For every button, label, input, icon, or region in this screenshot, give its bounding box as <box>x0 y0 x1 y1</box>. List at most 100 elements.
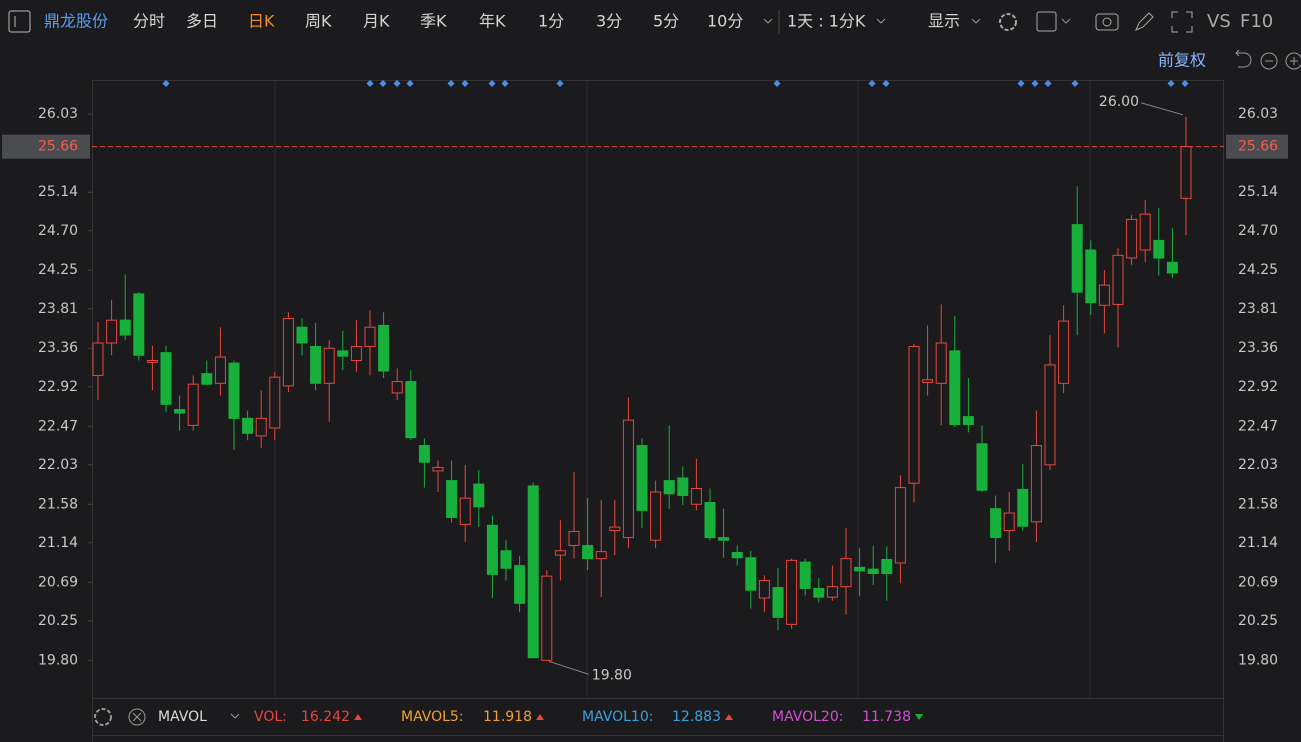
period-tab[interactable]: 季K <box>420 12 447 31</box>
candle-body <box>187 383 199 426</box>
candle-area: 26.03 26.03 25.14 25.14 24.70 24.70 24.25 24.25… <box>2 80 1288 683</box>
candle-body <box>418 445 430 463</box>
chevron[interactable] <box>876 18 886 24</box>
candle-body <box>690 487 702 505</box>
period-tab[interactable]: 3分 <box>596 12 622 31</box>
indicator-settings[interactable] <box>94 708 112 726</box>
adjust-select[interactable]: 前复权 <box>1158 51 1206 70</box>
y-tick-label-right: 23.81 <box>1238 301 1278 317</box>
period-tab[interactable]: 1分 <box>538 12 564 31</box>
candle-body <box>446 480 458 518</box>
event-marker <box>868 80 876 87</box>
candle-body <box>378 324 390 372</box>
indicator-label: MAVOL10: <box>582 709 653 725</box>
candle-body <box>976 443 988 491</box>
chevron[interactable] <box>971 18 981 24</box>
candle-body <box>990 508 1002 539</box>
chevron[interactable] <box>1061 18 1071 24</box>
candle-body <box>826 586 838 598</box>
display-menu[interactable]: 显示 <box>928 12 960 31</box>
event-marker <box>162 80 170 87</box>
y-tick-label-right: 22.03 <box>1238 457 1278 473</box>
min-connector <box>548 660 589 675</box>
y-tick-label: 23.81 <box>38 301 78 317</box>
y-tick-label-right: 26.03 <box>1238 106 1278 122</box>
candle-body <box>962 416 974 426</box>
candle-body <box>92 342 104 376</box>
indicator-value: 12.883 <box>672 709 721 725</box>
indicator-close[interactable] <box>128 708 146 726</box>
menu-icon[interactable] <box>8 10 31 33</box>
period-tab[interactable]: 日K <box>248 12 275 31</box>
event-marker <box>773 80 781 87</box>
candle-body <box>718 537 730 541</box>
candle-body <box>391 381 403 394</box>
settings-icon[interactable] <box>999 13 1017 31</box>
candle-body <box>554 550 566 556</box>
chevron[interactable] <box>230 713 240 719</box>
chevron[interactable] <box>763 18 773 24</box>
candle-body <box>1003 512 1015 532</box>
candle-body <box>350 345 362 362</box>
candle-body <box>541 575 553 661</box>
y-tick-label: 26.03 <box>38 106 78 122</box>
event-marker <box>501 80 509 87</box>
y-tick-label-right: 20.25 <box>1238 613 1278 629</box>
zoom-out-icon[interactable] <box>1260 52 1278 70</box>
indicator-label: MAVOL20: <box>772 709 843 725</box>
vs-button[interactable]: VS <box>1207 11 1231 32</box>
candle-body <box>650 491 662 541</box>
candle-body <box>486 524 498 575</box>
candle-body <box>786 559 798 625</box>
candle-body <box>133 293 145 356</box>
candle-body <box>364 326 376 347</box>
camera-icon[interactable] <box>1095 13 1119 31</box>
event-marker <box>379 80 387 87</box>
candle-body <box>473 483 485 508</box>
zoom-in-icon[interactable] <box>1285 52 1301 70</box>
interval-select[interactable]: 1天 : 1分K <box>787 12 866 31</box>
candle-body <box>799 561 811 589</box>
period-tab[interactable]: 5分 <box>653 12 679 31</box>
period-tab[interactable]: 年K <box>479 12 506 31</box>
candle-body <box>840 558 852 588</box>
y-tick-label-right: 20.69 <box>1238 574 1278 590</box>
y-tick-label-right: 19.80 <box>1238 652 1278 668</box>
candle-body <box>201 373 213 385</box>
candle-body <box>119 319 131 336</box>
candle-body <box>269 376 281 429</box>
y-tick-label: 20.69 <box>38 574 78 590</box>
candle-body <box>772 587 784 618</box>
period-tab[interactable]: 分时 <box>133 12 165 31</box>
fullscreen-icon[interactable] <box>1171 11 1193 33</box>
indicator-value: 16.242 <box>301 709 350 725</box>
last-price-box <box>2 134 90 159</box>
candle-body <box>514 565 526 604</box>
candle-body <box>459 497 471 525</box>
y-tick-label: 20.25 <box>38 613 78 629</box>
period-tab[interactable]: 周K <box>305 12 332 31</box>
period-tab[interactable]: 10分 <box>707 12 743 31</box>
candle-body <box>568 530 580 546</box>
indicator-name[interactable]: MAVOL <box>158 709 207 725</box>
candle-body <box>500 550 512 569</box>
candle-body <box>310 345 322 384</box>
candle-body <box>1085 249 1097 304</box>
candle-body <box>1030 445 1042 523</box>
event-marker <box>393 80 401 87</box>
square-icon[interactable] <box>1036 11 1057 32</box>
max-connector <box>1140 102 1184 116</box>
y-tick-label-right: 24.70 <box>1238 223 1278 239</box>
f10-button[interactable]: F10 <box>1240 11 1273 32</box>
event-marker <box>882 80 890 87</box>
pencil-icon[interactable] <box>1135 12 1154 31</box>
stock-name[interactable]: 鼎龙股份 <box>44 12 108 31</box>
up-arrow <box>354 714 362 720</box>
event-marker <box>366 80 374 87</box>
period-tab[interactable]: 多日 <box>186 12 218 31</box>
candle-body <box>527 485 539 659</box>
candle-body <box>908 345 920 484</box>
undo-icon[interactable] <box>1235 49 1252 68</box>
period-tab[interactable]: 月K <box>363 12 390 31</box>
